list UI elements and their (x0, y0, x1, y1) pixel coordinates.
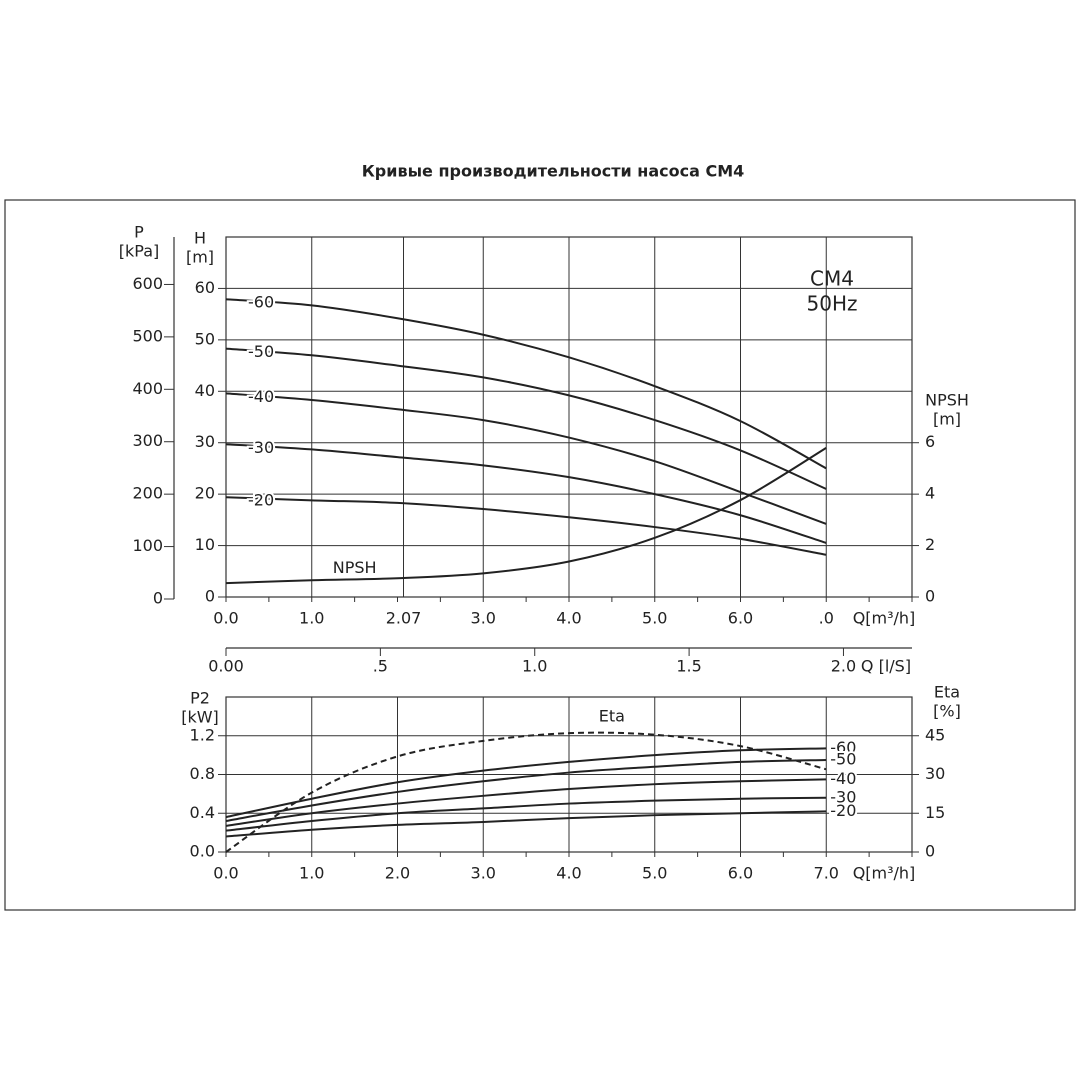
series-label: -40 (830, 769, 856, 788)
y-tick-label: 0.4 (190, 803, 215, 822)
series-label: -60 (830, 738, 856, 757)
x2-tick-label: 2.0 (831, 657, 856, 676)
chart-title: Кривые производительности насоса CM4 (362, 162, 745, 181)
x-tick-label: 5.0 (642, 864, 667, 883)
x-tick-label: 0.0 (213, 864, 238, 883)
x-tick-label: 0.0 (213, 609, 238, 628)
y-tick-label: 0.8 (190, 764, 215, 783)
series-label: NPSH (333, 558, 377, 577)
y2-axis-unit: [m] (933, 410, 961, 429)
p-tick-label: 200 (132, 484, 163, 503)
p-axis-unit: [kPa] (119, 242, 159, 261)
y2-tick-label: 0 (925, 587, 935, 606)
series-line (225, 447, 827, 585)
y2-tick-label: 15 (925, 803, 945, 822)
y2-axis-label: Eta (934, 683, 960, 702)
series-line (225, 747, 827, 819)
x2-tick-label: 0.00 (208, 657, 244, 676)
y-axis-label: P2 (190, 689, 210, 708)
series-label: -50 (248, 342, 274, 361)
y-tick-label: 20 (195, 484, 215, 503)
y2-tick-label: 6 (925, 432, 935, 451)
x-tick-label: 5.0 (642, 609, 667, 628)
y-tick-label: 0.0 (190, 842, 215, 861)
x-tick-label: 2.0 (385, 864, 410, 883)
series-line (225, 392, 827, 525)
series-line (225, 796, 827, 832)
x-tick-label: 6.0 (728, 609, 753, 628)
series-label: -30 (830, 787, 856, 806)
y2-tick-label: 4 (925, 484, 935, 503)
p-tick-label: 100 (132, 536, 163, 555)
y-axis-unit: [kW] (181, 708, 219, 727)
series-line (225, 731, 827, 853)
x-tick-label: 7.0 (814, 864, 839, 883)
series-line (225, 298, 827, 470)
x2-tick-label: 1.0 (522, 657, 547, 676)
series-label: -30 (248, 438, 274, 457)
y2-tick-label: 0 (925, 842, 935, 861)
p-tick-label: 400 (132, 379, 163, 398)
y2-axis-label: NPSH (925, 391, 969, 410)
series-line (225, 496, 827, 556)
y2-tick-label: 30 (925, 764, 945, 783)
p-tick-label: 500 (132, 326, 163, 345)
model-label: CM4 (810, 267, 854, 291)
x-tick-label: 3.0 (471, 864, 496, 883)
p-tick-label: 600 (132, 274, 163, 293)
y-tick-label: 1.2 (190, 725, 215, 744)
x-tick-label: 4.0 (556, 864, 581, 883)
frequency-label: 50Hz (807, 292, 858, 316)
x-tick-label: 4.0 (556, 609, 581, 628)
series-line (225, 758, 827, 822)
x-axis-label: Q[m³/h] (853, 609, 916, 628)
y-tick-label: 0 (205, 587, 215, 606)
y-tick-label: 40 (195, 381, 215, 400)
x2-tick-label: 1.5 (676, 657, 701, 676)
p-tick-label: 300 (132, 431, 163, 450)
series-label: -40 (248, 387, 274, 406)
x-tick-label: 1.0 (299, 864, 324, 883)
x-tick-label: .0 (819, 609, 834, 628)
x-tick-label: 3.0 (471, 609, 496, 628)
y-tick-label: 10 (195, 535, 215, 554)
series-line (225, 810, 827, 838)
p-tick-label: 0 (153, 589, 163, 608)
series-line (225, 778, 827, 827)
series-label: -20 (830, 801, 856, 820)
y2-tick-label: 45 (925, 725, 945, 744)
y-tick-label: 60 (195, 278, 215, 297)
series-label: -50 (830, 749, 856, 768)
series-line (225, 347, 827, 490)
y2-tick-label: 2 (925, 535, 935, 554)
y-tick-label: 30 (195, 432, 215, 451)
y-axis-label: H (194, 229, 206, 248)
frame (4, 199, 1076, 911)
series-line (225, 443, 827, 544)
x-tick-label: 6.0 (728, 864, 753, 883)
y-axis-unit: [m] (186, 248, 214, 267)
series-label: -60 (248, 293, 274, 312)
series-label: -20 (248, 491, 274, 510)
y-tick-label: 50 (195, 329, 215, 348)
x2-tick-label: .5 (373, 657, 388, 676)
series-label: Eta (599, 707, 625, 726)
x-axis-label: Q[m³/h] (853, 864, 916, 883)
y2-axis-unit: [%] (933, 702, 961, 721)
p-axis-label: P (134, 223, 144, 242)
x-tick-label: 1.0 (299, 609, 324, 628)
x-tick-label: 2.07 (386, 609, 422, 628)
x2-axis-label: Q [l/S] (861, 657, 911, 676)
